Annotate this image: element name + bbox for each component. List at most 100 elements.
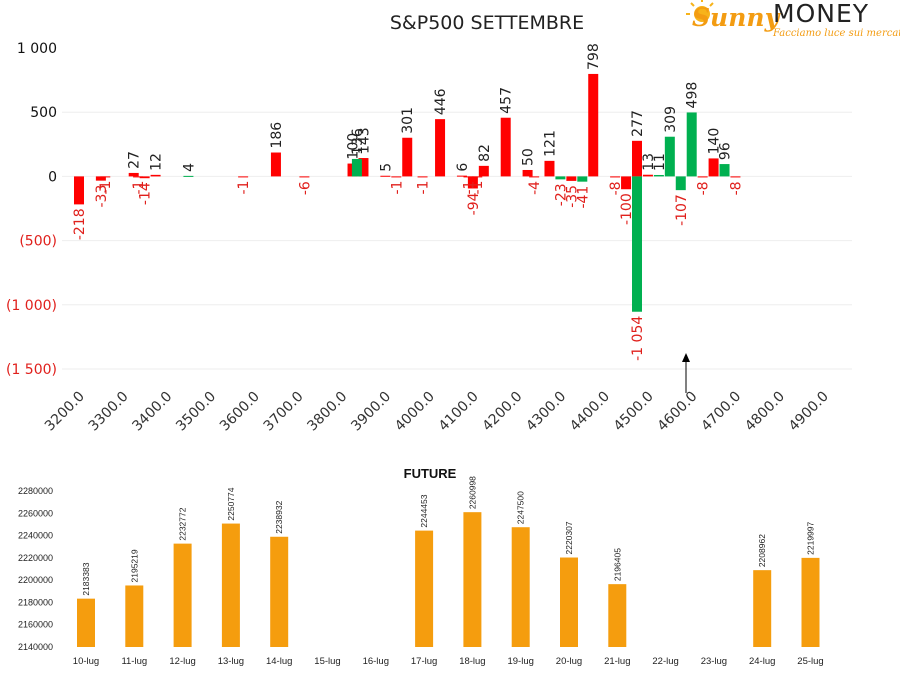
bar-red: [299, 176, 310, 178]
data-label: -6: [297, 181, 313, 195]
future-bar: [608, 584, 627, 647]
data-label: 301: [400, 107, 416, 134]
y-tick-label: (1 500): [6, 362, 57, 378]
data-label: 136: [350, 128, 366, 155]
bar-red: [730, 176, 741, 178]
future-x-tick-label: 19-lug: [507, 656, 533, 667]
data-label: 6: [455, 163, 471, 172]
x-axis-ticks: 3200.03300.03400.03500.03600.03700.03800…: [42, 389, 832, 435]
bar-red: [522, 169, 533, 177]
bar-green: [719, 164, 730, 177]
bar-green: [555, 176, 566, 180]
bar-red: [95, 176, 106, 181]
data-label: 277: [630, 110, 646, 137]
bar-red: [238, 176, 249, 178]
future-bar: [511, 527, 530, 647]
data-label: -1 054: [630, 316, 646, 361]
bar-red: [632, 140, 642, 177]
future-data-label: 2220307: [564, 521, 574, 554]
future-x-tick-label: 14-lug: [266, 656, 292, 667]
y-tick-label: 0: [48, 169, 57, 185]
future-data-label: 2195219: [129, 549, 139, 582]
bar-red: [139, 176, 150, 179]
future-y-tick-label: 2220000: [18, 553, 53, 563]
future-data-label: 2196405: [612, 548, 622, 581]
bar-red: [642, 174, 653, 177]
data-label: 140: [707, 128, 723, 155]
bar-green: [653, 174, 664, 177]
y-tick-label: 500: [30, 105, 57, 121]
x-tick-label: 3800.0: [304, 389, 350, 435]
bar-red: [435, 119, 446, 177]
x-tick-label: 4500.0: [611, 389, 657, 435]
future-title: FUTURE: [404, 466, 457, 481]
future-y-tick-label: 2160000: [18, 620, 53, 630]
future-chart: FUTURE 2140000 2160000 2180000 2200000 22200…: [18, 466, 824, 667]
future-bar: [801, 557, 820, 647]
future-bar: [560, 557, 578, 647]
x-tick-label: 3400.0: [129, 389, 175, 435]
future-x-tick-label: 15-lug: [314, 656, 340, 667]
x-tick-label: 3700.0: [261, 389, 307, 435]
future-x-tick-label: 16-lug: [363, 656, 389, 667]
data-label: 11: [652, 153, 668, 171]
future-bar: [270, 536, 289, 647]
bar-red: [478, 165, 489, 177]
data-label: 798: [586, 43, 602, 70]
data-label: 121: [542, 130, 558, 157]
data-label: 4: [181, 163, 197, 172]
future-y-tick-label: 2260000: [18, 508, 53, 518]
future-x-tick-label: 22-lug: [652, 656, 678, 667]
future-data-label: 2244453: [419, 494, 429, 527]
data-label: 13: [641, 153, 657, 171]
x-tick-label: 3900.0: [348, 389, 394, 435]
logo-money-text: MONEY: [773, 0, 869, 28]
future-bar: [125, 585, 144, 647]
bar-red: [391, 176, 402, 178]
future-data-label: 2183383: [81, 562, 91, 595]
future-y-tick-label: 2200000: [18, 575, 53, 585]
x-tick-label: 4700.0: [698, 389, 744, 435]
x-tick-label: 4900.0: [786, 389, 832, 435]
y-axis-ticks: 1 000 500 0 (500) (1 000) (1 500): [6, 41, 57, 378]
x-tick-label: 4400.0: [567, 389, 613, 435]
bar-red: [529, 176, 540, 178]
data-label: 96: [718, 142, 734, 160]
bar-red: [456, 175, 467, 177]
data-label: -35: [564, 185, 580, 208]
data-label: 100: [346, 133, 362, 160]
data-label: 186: [269, 122, 285, 149]
future-bar: [415, 530, 434, 647]
x-tick-label: 4100.0: [436, 389, 482, 435]
bar-red: [128, 172, 139, 177]
future-x-tick-label: 21-lug: [604, 656, 630, 667]
bar-green: [686, 112, 697, 177]
bar-green: [351, 158, 362, 177]
data-label: -1: [416, 181, 432, 195]
data-label: 309: [663, 106, 679, 133]
data-label: -4: [527, 181, 543, 195]
x-tick-label: 4000.0: [392, 389, 438, 435]
bar-red: [697, 176, 708, 178]
data-label: 27: [127, 151, 143, 169]
data-label: 498: [685, 82, 701, 109]
future-x-tick-label: 17-lug: [411, 656, 437, 667]
data-label: -8: [728, 181, 744, 195]
y-tick-label: (1 000): [6, 298, 57, 314]
bar-red: [472, 176, 483, 178]
data-label: -8: [696, 181, 712, 195]
future-y-axis-ticks: 2140000 2160000 2180000 2200000 2220000 22400…: [18, 486, 53, 652]
x-tick-label: 4200.0: [480, 389, 526, 435]
bar-green: [632, 176, 642, 312]
data-label: 5: [378, 163, 394, 172]
data-label: 143: [356, 127, 372, 154]
x-tick-label: 4600.0: [655, 389, 701, 435]
x-tick-label: 4800.0: [742, 389, 788, 435]
data-labels: -218-33-127-1-1412-1186-61001435-1301-14…: [72, 43, 744, 361]
future-bar: [221, 523, 240, 647]
bar-red: [150, 174, 161, 177]
y-tick-label: (500): [19, 234, 57, 250]
chart-title: S&P500 SETTEMBRE: [390, 12, 584, 34]
bar-red: [610, 176, 621, 178]
